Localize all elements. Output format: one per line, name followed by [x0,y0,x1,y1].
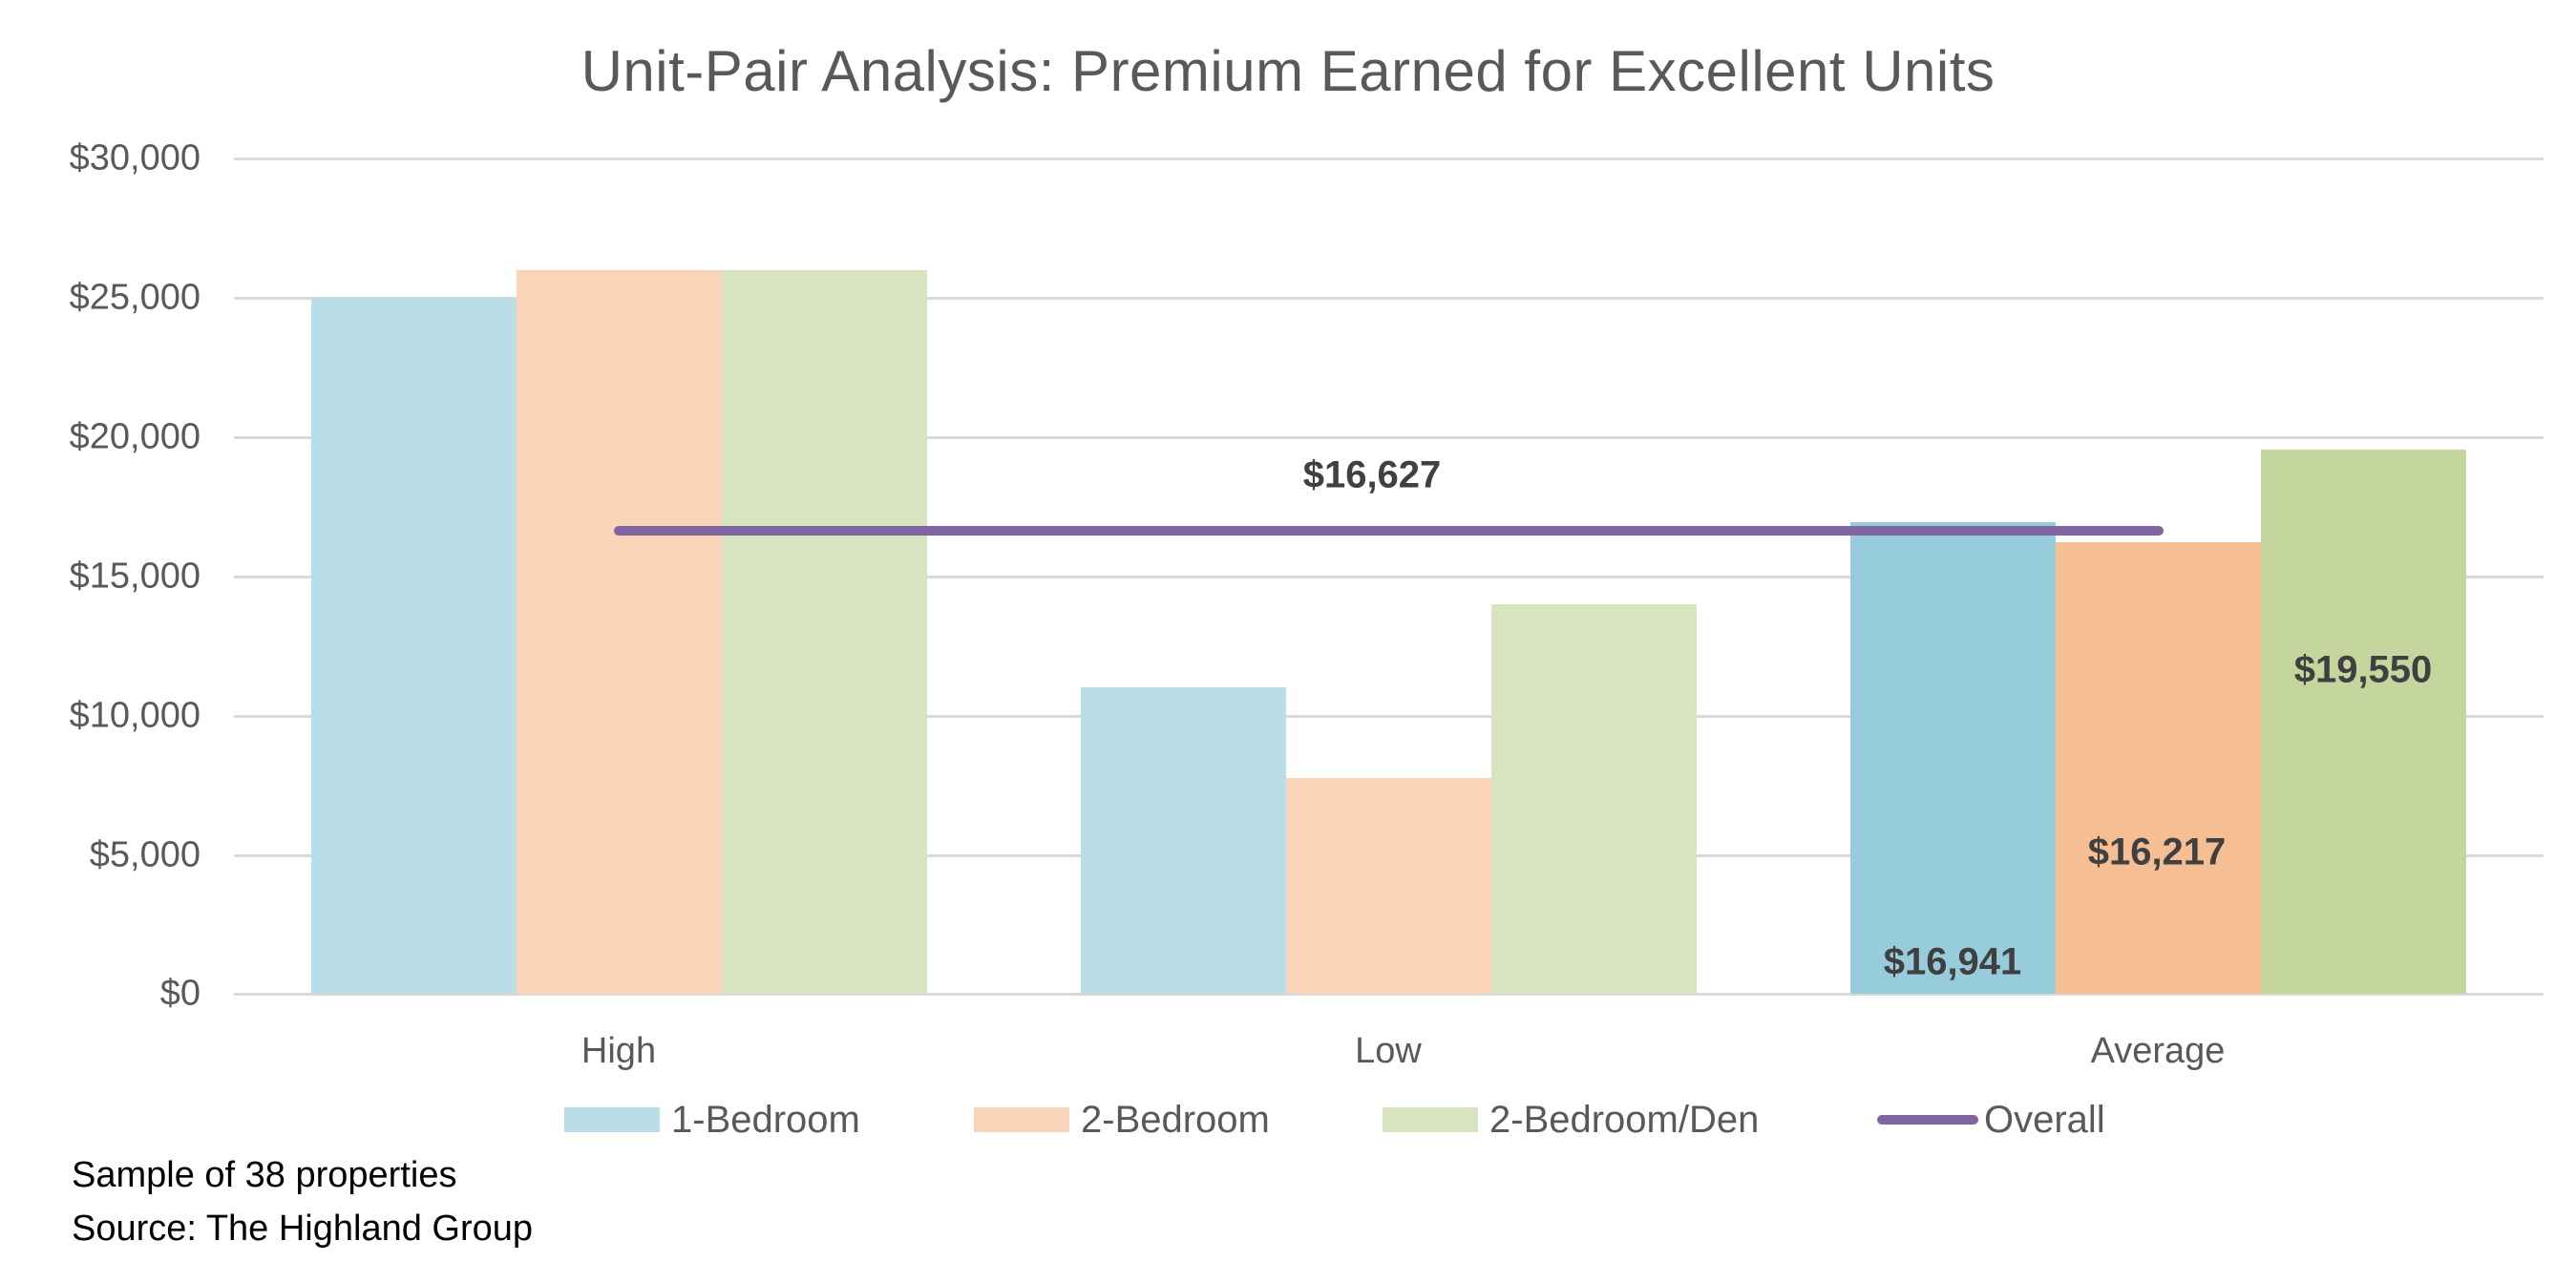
footnote-source: Source: The Highland Group [72,1209,534,1249]
y-tick-label: $0 [159,973,201,1014]
legend: 1-Bedroom 2-Bedroom 2-Bedroom/Den Overal… [0,1098,2576,1142]
bar-average-2-bedroom-den [2261,449,2467,994]
category-label-average: Average [2090,1031,2226,1071]
gridline [234,993,2544,996]
legend-swatch-2-bedroom-den [1383,1107,1478,1132]
legend-swatch-2-bedroom [974,1107,1069,1132]
legend-item-1-bedroom: 1-Bedroom [564,1098,860,1142]
overall-data-label: $16,627 [1302,453,1442,496]
legend-item-overall: Overall [1877,1098,2105,1142]
legend-line-icon-overall [1877,1115,1978,1125]
legend-label: 2-Bedroom/Den [1489,1098,1760,1141]
legend-item-2-bedroom: 2-Bedroom [974,1098,1270,1142]
bar-high-1-bedroom [310,297,517,994]
bar-low-1-bedroom [1081,687,1286,994]
y-tick-label: $25,000 [69,277,201,318]
footnote-sample: Sample of 38 properties [72,1155,457,1195]
legend-label: 2-Bedroom [1081,1098,1270,1141]
bar-average-1-bedroom [1850,521,2057,994]
y-tick-label: $5,000 [89,834,201,875]
y-tick-label: $10,000 [69,695,201,736]
bar-low-2-bedroom-den [1491,603,1697,994]
bar-average-2-bedroom [2056,542,2262,994]
legend-item-2-bedroom-den: 2-Bedroom/Den [1383,1098,1759,1142]
gridline [234,436,2544,439]
category-label-high: High [581,1031,657,1071]
average-1-bedroom-data-label: $16,941 [1883,940,2022,983]
chart-title: Unit-Pair Analysis: Premium Earned for E… [581,39,1995,103]
gridline [234,715,2544,718]
legend-label: 1-Bedroom [671,1098,860,1141]
average-2-bedroom-data-label: $16,217 [2087,831,2227,873]
gridline [234,158,2544,160]
category-label-low: Low [1355,1031,1422,1071]
overall-line [614,526,2164,536]
legend-label: Overall [1984,1098,2105,1141]
bar-low-2-bedroom [1286,777,1491,994]
gridline [234,576,2544,578]
y-tick-label: $15,000 [69,556,201,597]
bar-high-2-bedroom-den [721,269,927,994]
average-2-bedroom-den-data-label: $19,550 [2293,648,2433,691]
bar-high-2-bedroom [516,269,722,994]
gridline [234,297,2544,300]
y-tick-label: $30,000 [69,137,201,179]
legend-swatch-1-bedroom [564,1107,660,1132]
y-tick-label: $20,000 [69,416,201,457]
